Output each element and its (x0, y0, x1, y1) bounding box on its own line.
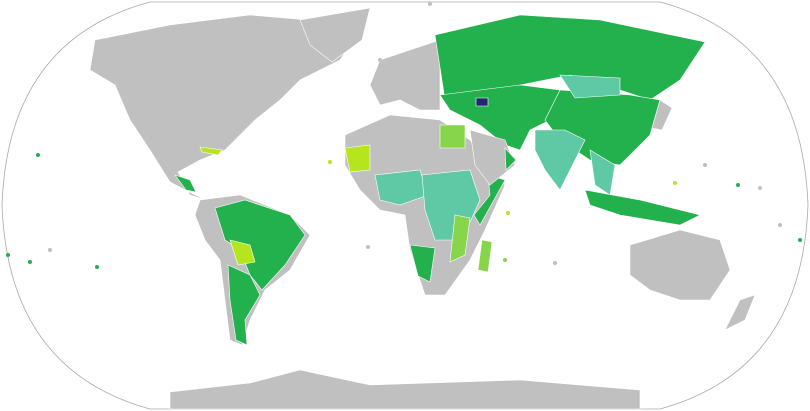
region-central-asia (439, 84, 561, 151)
island-marker (506, 211, 510, 215)
region-australia (629, 229, 731, 301)
region-indonesia (584, 189, 701, 226)
island-markers (6, 2, 802, 269)
region-mauritania (344, 144, 371, 173)
island-marker (36, 153, 40, 157)
island-marker (328, 160, 332, 164)
region-oman (504, 147, 517, 171)
region-new-zealand (724, 294, 756, 331)
region-egypt (439, 124, 466, 149)
island-marker (378, 58, 382, 62)
region-greenland (299, 7, 371, 63)
island-marker (736, 183, 740, 187)
island-marker (28, 260, 32, 264)
region-bolivia (229, 239, 256, 266)
region-central-america (174, 174, 197, 193)
island-marker (703, 163, 707, 167)
island-marker (778, 223, 782, 227)
region-armenia (475, 97, 489, 107)
island-marker (503, 258, 507, 262)
island-marker (758, 186, 762, 190)
island-marker (6, 253, 10, 257)
region-west-africa (374, 169, 429, 206)
region-mongolia (559, 74, 621, 99)
region-madagascar (477, 239, 493, 273)
region-india (534, 129, 586, 191)
region-argentina (227, 264, 261, 346)
island-marker (366, 245, 370, 249)
region-antarctica (169, 369, 641, 410)
region-mozambique (449, 214, 471, 263)
island-marker (553, 261, 557, 265)
island-marker (95, 265, 99, 269)
region-arabia (469, 129, 516, 186)
island-marker (48, 248, 52, 252)
region-cuba (199, 146, 223, 156)
island-marker (428, 2, 432, 6)
region-japan (651, 99, 673, 131)
region-namibia (409, 244, 436, 283)
island-marker (673, 181, 677, 185)
region-somalia (473, 174, 506, 226)
island-marker (798, 238, 802, 242)
